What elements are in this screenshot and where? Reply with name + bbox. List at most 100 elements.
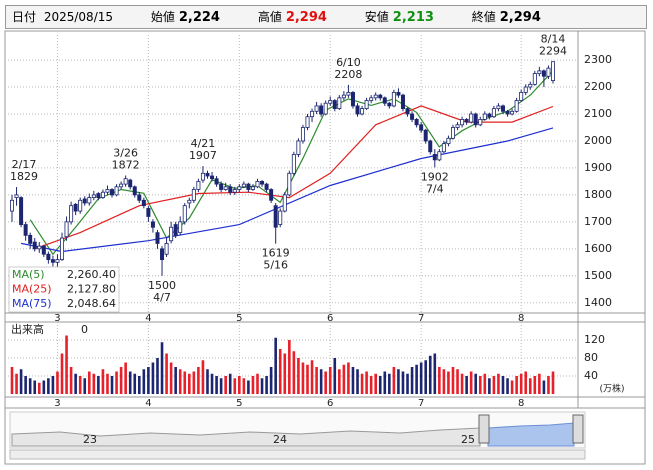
volume-bar	[506, 378, 509, 394]
volume-bar	[333, 358, 337, 394]
candle-body	[500, 105, 505, 112]
x-tick-label: 7	[418, 313, 424, 324]
volume-bar	[192, 371, 196, 394]
date: 2025/08/15	[43, 10, 114, 24]
candle-body	[491, 108, 496, 118]
volume-bar	[174, 367, 177, 394]
volume-current: 0	[81, 323, 88, 336]
volume-bar	[188, 373, 191, 394]
volume-bar	[428, 355, 432, 394]
volume-bar	[510, 380, 514, 394]
candle-body	[487, 113, 492, 118]
candle-body	[9, 199, 14, 212]
candle-body	[23, 224, 28, 236]
volume-bar	[137, 376, 141, 394]
volume-bar	[169, 362, 173, 394]
volume-bar	[297, 358, 300, 394]
candle-body	[37, 245, 42, 250]
volume-bar	[142, 369, 146, 394]
volume-bar	[128, 371, 132, 394]
volume-bar	[365, 371, 368, 394]
scrollbar[interactable]	[9, 449, 586, 460]
volume-bar	[301, 362, 305, 394]
volume-bar	[501, 376, 505, 394]
volume-bar	[324, 371, 327, 394]
volume-bar	[356, 369, 359, 394]
volume-bar	[151, 362, 155, 394]
candle-body	[178, 221, 183, 234]
volume-bar	[10, 367, 14, 394]
volume-bar	[19, 369, 23, 394]
volume-bar	[469, 371, 473, 394]
candle-body	[355, 105, 360, 115]
y-tick-label: 1500	[584, 269, 612, 282]
candle-body	[305, 116, 310, 128]
candle-body	[119, 183, 124, 188]
annotation-date: 3/26	[113, 146, 138, 159]
candle-body	[191, 189, 196, 201]
volume-bar	[478, 376, 482, 394]
navigator-handle[interactable]	[572, 414, 584, 444]
volume-unit: (万株)	[599, 383, 624, 395]
annotation-date: 2/17	[12, 158, 37, 171]
candle-body	[264, 183, 269, 190]
volume-bar	[260, 378, 264, 394]
legend-value: 2,048.64	[67, 297, 116, 310]
candle-body	[214, 178, 219, 185]
volume-bar	[78, 376, 82, 394]
field-value: 2,213	[392, 10, 434, 25]
volume-bar	[197, 367, 200, 394]
volume-bar	[347, 362, 350, 394]
y-tick-label: 120	[584, 333, 605, 346]
candle-body	[28, 234, 33, 244]
volume-bar	[488, 378, 491, 394]
volume-bar	[451, 367, 455, 394]
candle-body	[464, 118, 469, 123]
navigator-handle[interactable]	[478, 414, 490, 444]
volume-bar	[87, 371, 91, 394]
candle-body	[282, 194, 287, 212]
volume-bar	[74, 373, 77, 394]
annotation-value: 1500	[148, 279, 176, 292]
x-tick-label: 7	[418, 398, 424, 409]
annotation-value: 1619	[262, 247, 290, 260]
volume-bar	[278, 349, 282, 394]
candle-body	[128, 179, 133, 188]
candle-body	[423, 129, 428, 142]
field-value: 2,224	[178, 10, 220, 25]
candle-body	[528, 83, 533, 88]
candle-body	[314, 105, 319, 112]
volume-bar	[292, 351, 296, 394]
volume-bar	[310, 360, 314, 394]
x-tick-label: 6	[327, 313, 333, 324]
candle-body	[400, 94, 405, 110]
candle-body	[364, 100, 369, 110]
candle-body	[69, 205, 74, 223]
field-label: 安値	[364, 10, 389, 24]
candle-body	[378, 94, 383, 99]
candle-body	[310, 110, 315, 118]
volume-bar	[147, 367, 150, 394]
candle-body	[469, 113, 474, 123]
volume-bar	[433, 353, 437, 394]
candle-body	[410, 113, 415, 120]
candle-body	[96, 193, 101, 198]
candle-body	[546, 67, 551, 77]
candle-body	[73, 203, 78, 212]
candle-body	[255, 181, 260, 188]
candle-body	[260, 181, 265, 185]
candle-body	[482, 113, 487, 120]
candle-body	[496, 105, 501, 110]
candle-body	[291, 154, 296, 174]
volume-bar	[319, 369, 323, 394]
volume-bar	[165, 353, 168, 394]
volume-bar	[538, 373, 541, 394]
y-tick-label: 1900	[584, 161, 612, 174]
annotation-date: 7/4	[426, 182, 444, 195]
volume-bar	[328, 367, 332, 394]
volume-bar	[483, 373, 487, 394]
field-label: 終値	[471, 10, 496, 24]
volume-bar	[92, 373, 96, 394]
volume-bar	[60, 353, 64, 394]
